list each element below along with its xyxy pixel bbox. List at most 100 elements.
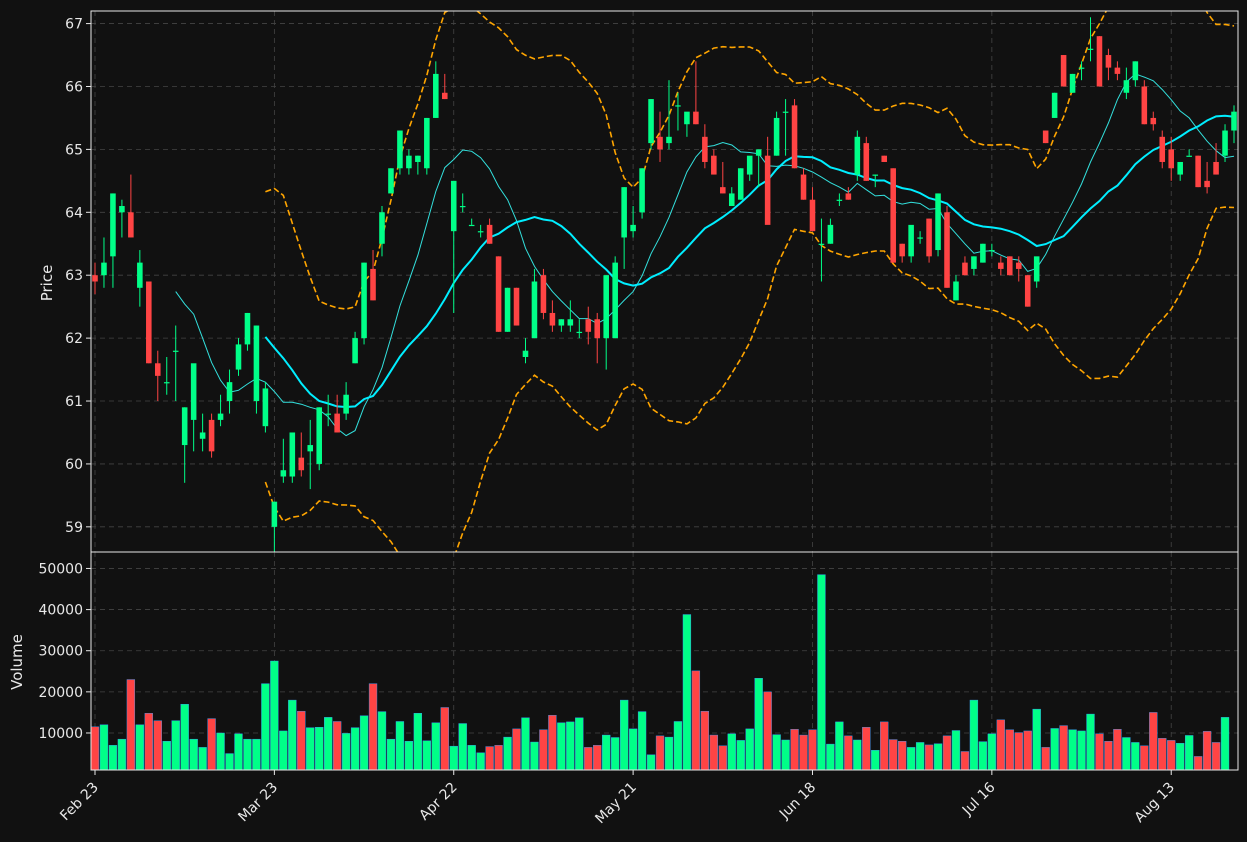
candle-body [1024,275,1031,307]
volume-bar [413,713,423,770]
volume-bar [288,699,297,770]
volume-bar [126,679,136,770]
candle-body [1096,36,1103,87]
volume-bar [727,733,736,770]
volume-bar [889,739,898,770]
volume-bar [1211,742,1221,770]
candle-body [675,105,681,107]
volume-bar [1086,713,1095,770]
volume-bar [924,744,934,770]
candle-body [486,224,493,244]
volume-bar [619,699,629,770]
candle-body [468,224,475,227]
candle-body [424,117,430,169]
volume-bar [611,737,620,770]
volume-bar [844,735,853,770]
candle-body [217,413,224,420]
volume-bar [234,733,243,770]
candle-body [415,155,421,162]
candle-body [621,187,627,238]
volume-bar [745,728,754,770]
volume-bar [1176,743,1185,770]
candle-body [684,111,690,125]
volume-bar [270,660,279,770]
volume-bar [996,719,1005,770]
volume-bar [898,741,907,770]
candle-body [531,281,538,339]
candle-body [576,331,583,334]
candle-body [137,262,143,288]
candle-body [1204,180,1210,188]
candle-body [163,382,170,384]
candle-body [1195,155,1201,188]
candle-body [289,432,296,477]
candle-body [549,312,556,326]
candle-body [998,262,1004,269]
volume-bar [431,722,440,770]
candle-body [199,432,206,439]
volume-bar [655,735,665,770]
candle-body [854,136,861,175]
volume-axis-label: Volume [8,634,26,690]
volume-bar [557,722,566,770]
candle-body [441,92,448,100]
candle-body [1060,55,1067,87]
candle-body [1105,55,1112,68]
candle-body [307,445,314,452]
volume-bar [960,751,970,770]
candle-body [818,243,825,245]
candle-body [181,407,188,446]
candle-body [388,168,394,194]
volume-bar [341,733,351,770]
x-tick-label: Apr 22 [416,780,460,824]
candle-body [693,111,699,125]
volume-bar [243,738,252,770]
volume-bar [951,730,961,770]
price-grid [91,11,1238,552]
candle-body [495,256,502,332]
candle-body [280,470,287,477]
volume-bar [539,729,548,770]
x-tick-label: Aug 13 [1132,780,1178,826]
candle-body [298,457,305,471]
candle-body [172,350,179,352]
x-tick-label: Jun 18 [776,780,819,823]
volume-bar [799,734,808,770]
volume-bar [700,710,710,770]
candle-body [980,243,986,263]
volume-bar [646,754,656,770]
candle-body [1033,256,1040,282]
candle-body [872,174,879,176]
volume-bar [297,710,306,770]
candle-body [262,388,269,427]
volume-bar [225,753,234,770]
candle-body [666,136,672,144]
candle-body [244,312,251,345]
candle-body [190,363,197,420]
volume-bar [171,720,180,770]
candle-body [558,319,565,326]
volume-bar [458,723,467,770]
candle-body [1015,262,1022,269]
volume-bar [790,729,799,770]
price-tick-label: 62 [65,331,83,347]
volume-bar [503,736,512,770]
candle-body [603,275,609,339]
x-tick-label: May 21 [592,780,640,828]
candle-body [773,117,780,156]
volume-bar [1185,735,1194,770]
volume-bar [718,745,727,770]
x-tick-label: Feb 23 [57,780,102,825]
bollinger-upper-band [265,11,1235,310]
volume-bar [584,747,593,770]
volume-bar [386,738,396,770]
volume-bar [279,730,288,770]
candle-body [235,344,242,370]
candle-body [379,212,385,244]
volume-bar [153,720,162,770]
candle-body [343,394,349,414]
volume-bar [467,745,476,770]
candle-body [809,199,816,232]
candle-body [208,419,215,452]
volume-bars [91,574,1230,770]
